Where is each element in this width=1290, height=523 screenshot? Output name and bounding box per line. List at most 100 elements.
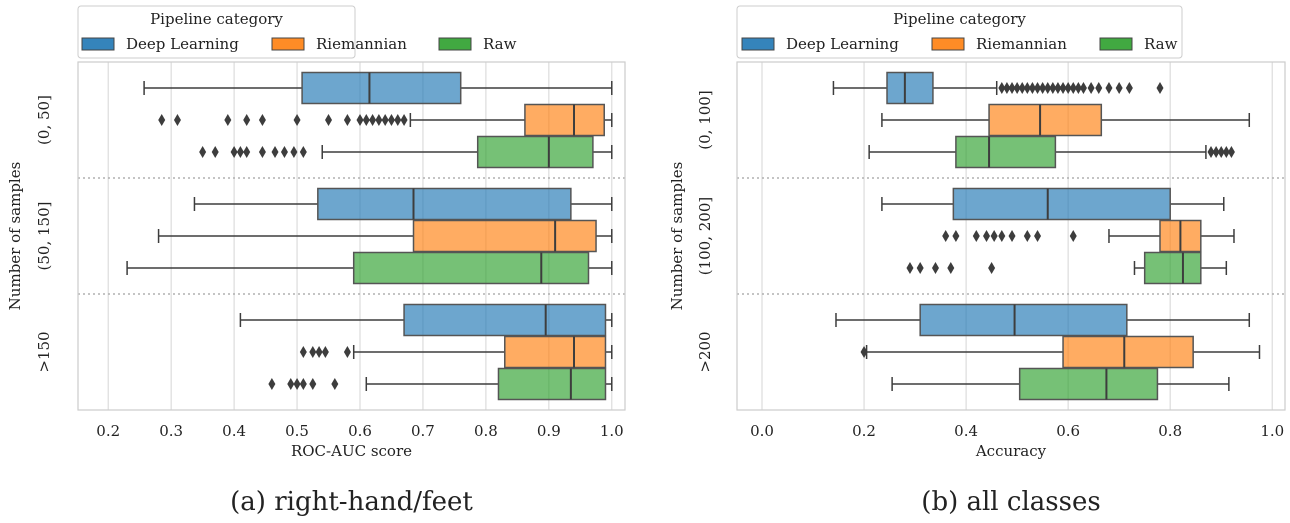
- x-tick-label: 0.0: [750, 422, 774, 440]
- box: [403, 303, 607, 337]
- category-label: (50, 150]: [35, 202, 53, 271]
- x-axis-label: ROC-AUC score: [291, 442, 412, 460]
- outlier: [299, 378, 307, 390]
- category-label: (0, 100]: [696, 90, 714, 149]
- box: [1143, 251, 1202, 285]
- category-label: >150: [35, 331, 53, 372]
- outlier: [293, 114, 301, 126]
- outlier: [1069, 230, 1077, 242]
- outlier: [1028, 82, 1036, 94]
- outlier: [1023, 230, 1031, 242]
- box: [955, 135, 1057, 169]
- outlier: [990, 230, 998, 242]
- plot-frame: [77, 61, 626, 411]
- outlier: [299, 146, 307, 158]
- box: [919, 303, 1128, 337]
- outlier: [972, 230, 980, 242]
- outlier: [290, 146, 298, 158]
- box: [504, 335, 607, 369]
- outlier: [1003, 82, 1011, 94]
- outlier: [916, 262, 924, 274]
- outlier: [375, 114, 383, 126]
- outlier: [1023, 82, 1031, 94]
- legend-title: Pipeline category: [893, 10, 1026, 28]
- y-axis-label: Number of samples: [6, 162, 24, 311]
- category-label: >200: [696, 331, 714, 372]
- x-tick-label: 0.6: [1056, 422, 1080, 440]
- box: [1062, 335, 1194, 369]
- x-tick-label: 1.0: [600, 422, 624, 440]
- box: [317, 187, 572, 221]
- outlier: [287, 378, 295, 390]
- outlier: [199, 146, 207, 158]
- outlier: [1064, 82, 1072, 94]
- outlier: [343, 346, 351, 358]
- legend-title: Pipeline category: [150, 10, 283, 28]
- x-tick-label: 0.2: [96, 422, 120, 440]
- legend-swatch: [1099, 37, 1133, 51]
- category-label: (100, 200]: [696, 197, 714, 276]
- x-tick-label: 0.8: [474, 422, 498, 440]
- outlier: [1039, 82, 1047, 94]
- outlier: [299, 346, 307, 358]
- legend-swatch: [271, 37, 305, 51]
- outlier: [280, 146, 288, 158]
- outlier: [1018, 82, 1026, 94]
- box: [952, 187, 1171, 221]
- legend-swatch: [81, 37, 115, 51]
- outlier: [1156, 82, 1164, 94]
- outlier: [942, 230, 950, 242]
- box: [988, 103, 1103, 137]
- box: [476, 135, 594, 169]
- y-axis-label: Number of samples: [668, 162, 686, 311]
- outlier: [1074, 82, 1082, 94]
- outlier: [1125, 82, 1133, 94]
- x-tick-label: 0.4: [954, 422, 978, 440]
- legend-swatch: [438, 37, 472, 51]
- outlier: [1079, 82, 1087, 94]
- outlier: [1034, 82, 1042, 94]
- outlier: [1222, 146, 1230, 158]
- outlier: [1013, 82, 1021, 94]
- caption: (a) right-hand/feet: [230, 487, 473, 517]
- box: [524, 103, 605, 137]
- outlier: [243, 114, 251, 126]
- outlier: [325, 114, 333, 126]
- box: [412, 219, 597, 253]
- outlier: [1034, 230, 1042, 242]
- legend-swatch: [741, 37, 775, 51]
- outlier: [1207, 146, 1215, 158]
- outlier: [369, 114, 377, 126]
- legend-label: Riemannian: [976, 35, 1067, 53]
- x-tick-label: 0.8: [1158, 422, 1182, 440]
- outlier: [998, 230, 1006, 242]
- legend-label: Raw: [483, 35, 517, 53]
- legend-label: Deep Learning: [786, 35, 899, 53]
- outlier: [906, 262, 914, 274]
- outlier: [258, 146, 266, 158]
- outlier: [387, 114, 395, 126]
- legend-label: Deep Learning: [126, 35, 239, 53]
- outlier: [173, 114, 181, 126]
- box: [352, 251, 590, 285]
- plot-frame: [736, 61, 1286, 411]
- outlier: [331, 378, 339, 390]
- outlier: [343, 114, 351, 126]
- outlier: [356, 114, 364, 126]
- outlier: [268, 378, 276, 390]
- outlier: [1059, 82, 1067, 94]
- box: [301, 71, 462, 105]
- outlier: [243, 146, 251, 158]
- outlier: [952, 230, 960, 242]
- outlier: [1115, 82, 1123, 94]
- outlier: [309, 346, 317, 358]
- outlier: [236, 146, 244, 158]
- outlier: [1044, 82, 1052, 94]
- outlier: [1008, 230, 1016, 242]
- outlier: [211, 146, 219, 158]
- x-tick-label: 1.0: [1260, 422, 1284, 440]
- outlier: [947, 262, 955, 274]
- outlier: [998, 82, 1006, 94]
- legend-label: Riemannian: [316, 35, 407, 53]
- box: [886, 71, 934, 105]
